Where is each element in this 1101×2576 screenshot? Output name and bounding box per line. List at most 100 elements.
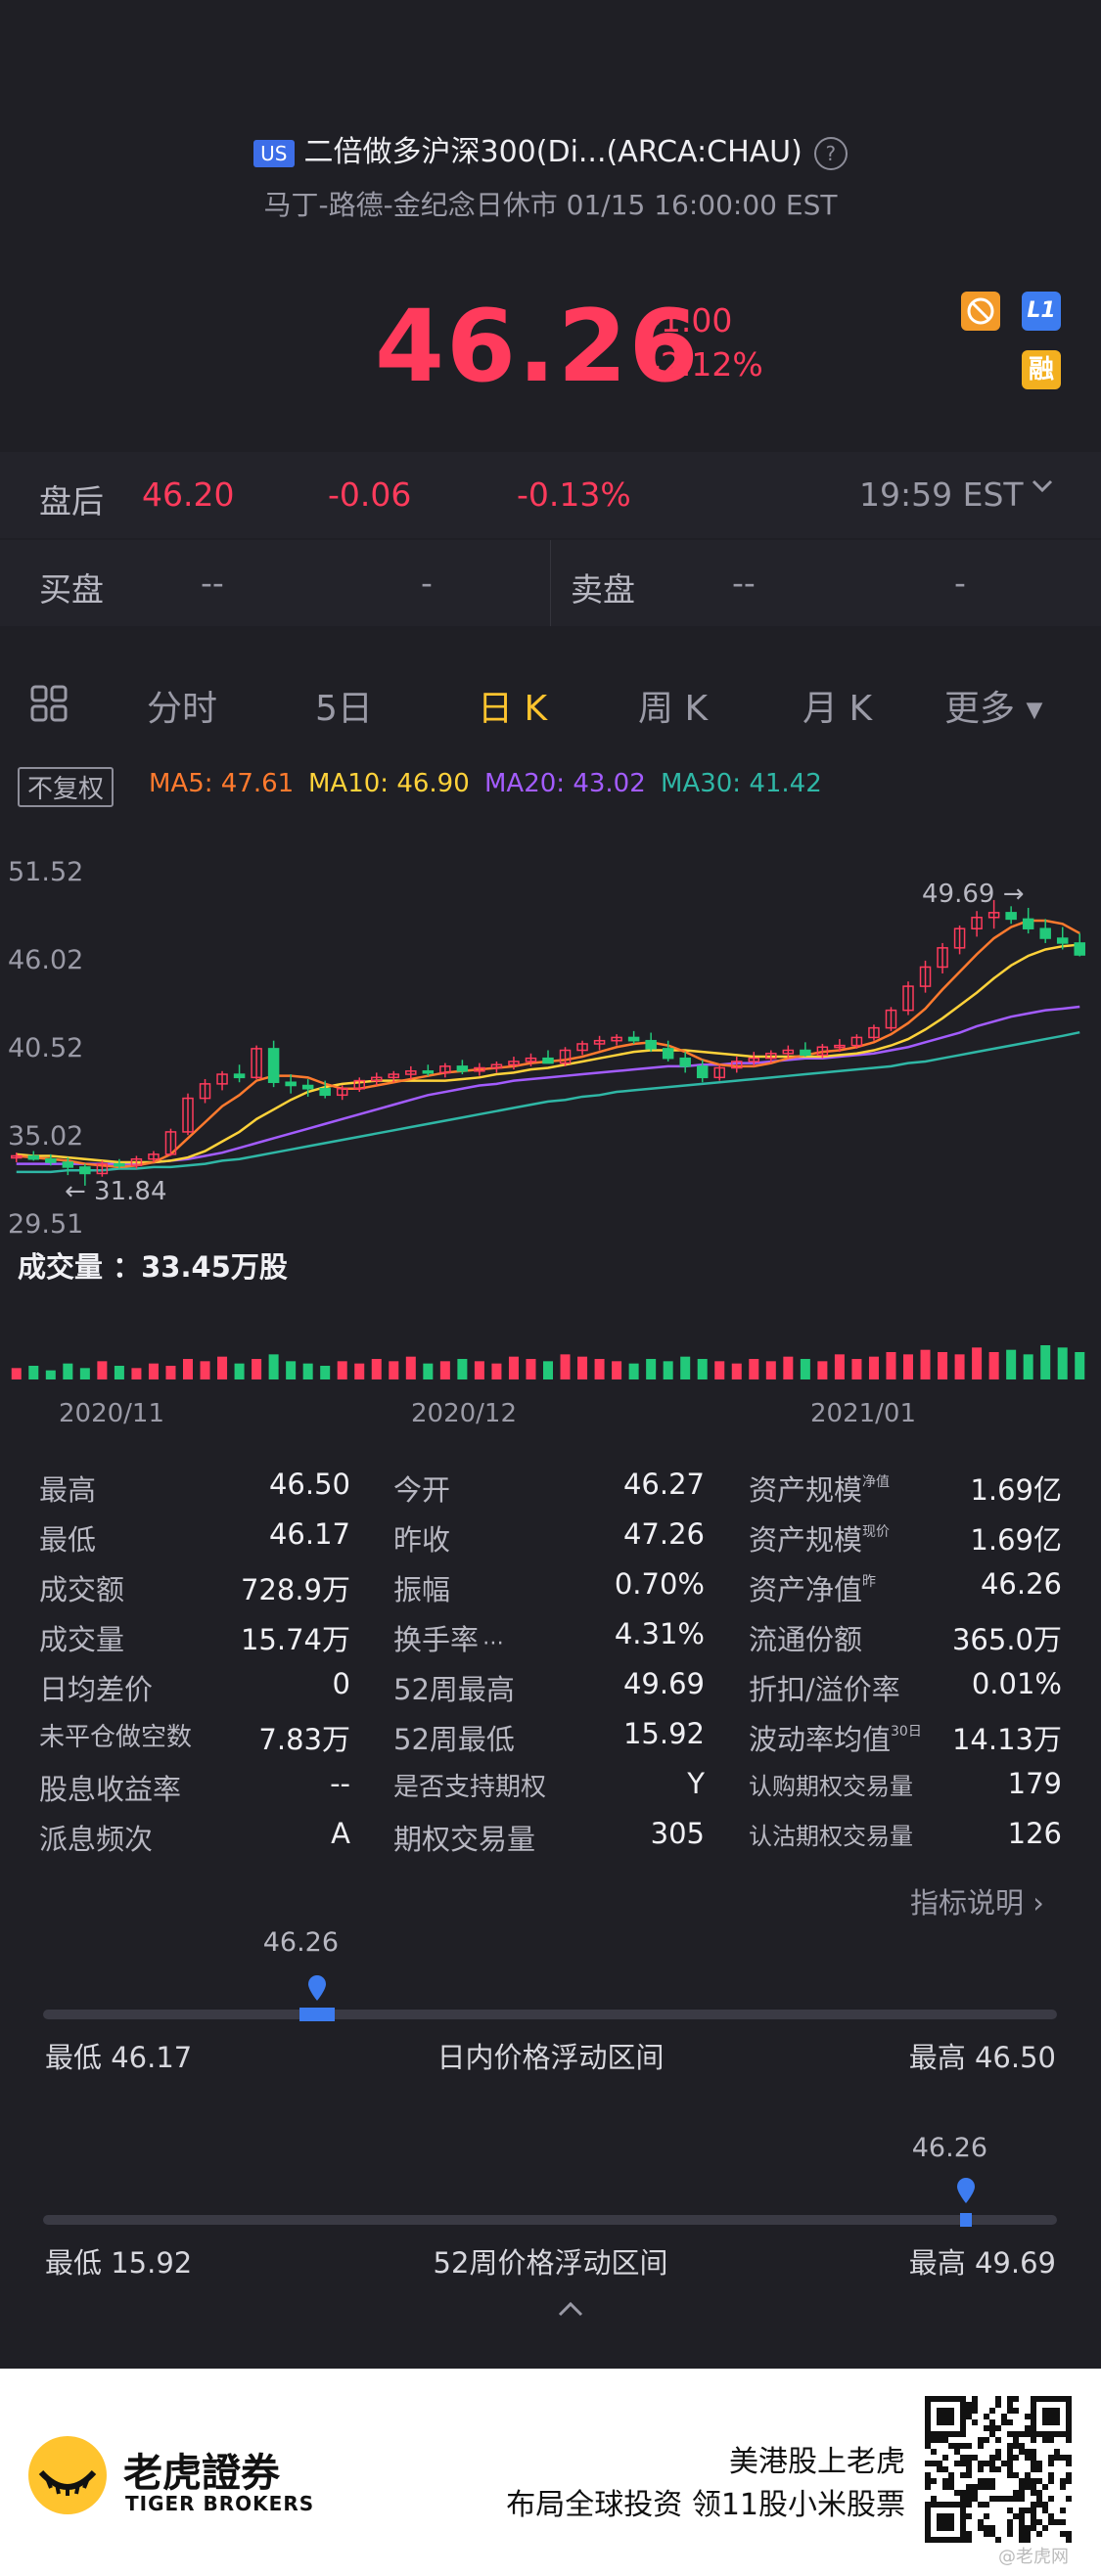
volume-bar [28, 1366, 39, 1379]
chevron-right-icon: › [1032, 1886, 1044, 1920]
candle-body [542, 1057, 554, 1064]
stat-label-text: 派息频次 [39, 1823, 154, 1856]
volume-bar [63, 1363, 73, 1379]
tab-monthly-k[interactable]: 月 K [803, 689, 873, 729]
chevron-down-icon[interactable] [1028, 470, 1057, 508]
stat-label-text: 日均差价 [39, 1673, 154, 1706]
price-change-pct: -2.12% [649, 345, 763, 384]
stat-value: 15.74万 [240, 1623, 350, 1656]
indicator-help-link[interactable]: 指标说明 › [910, 1880, 1044, 1921]
help-icon[interactable]: ? [813, 136, 848, 170]
week52-range-track [43, 2215, 1057, 2225]
volume-bar [1006, 1349, 1017, 1379]
tab-5day[interactable]: 5日 [315, 689, 373, 729]
volume-bar [783, 1356, 794, 1379]
volume-bar [560, 1354, 571, 1379]
candle-body [1039, 927, 1051, 939]
stat-label: 期权交易量 [393, 1817, 535, 1858]
slogan-1: 美港股上老虎 [729, 2445, 905, 2479]
candle-body [79, 1166, 91, 1175]
volume-bar [988, 1352, 999, 1379]
volume-bar [834, 1354, 845, 1379]
stat-superscript: 30日 [891, 1724, 922, 1740]
candle-body [1074, 942, 1085, 956]
grid-icon[interactable] [29, 684, 69, 732]
stat-value: 0.01% [971, 1667, 1062, 1700]
tab-more-label: 更多 [944, 689, 1016, 729]
ask-label: 卖盘 [571, 570, 635, 609]
volume-bar [405, 1356, 416, 1379]
volume-bar [612, 1361, 622, 1379]
candle-body [1056, 937, 1069, 944]
volume-bar [972, 1347, 983, 1379]
after-hours-row[interactable]: 盘后 46.20 -0.06 -0.13% 19:59 EST [0, 452, 1101, 538]
volume-bar [577, 1356, 588, 1379]
stat-label-text: 今开 [393, 1473, 451, 1507]
day-range-track [43, 2010, 1057, 2019]
volume-bar [903, 1354, 913, 1379]
candle-body [713, 1066, 725, 1079]
tab-daily-k[interactable]: 日 K [478, 689, 548, 729]
candle-body [627, 1036, 640, 1042]
volume-bar [491, 1363, 502, 1379]
tiger-logo-icon [25, 2433, 110, 2521]
volume-bar [731, 1363, 742, 1379]
stat-label: 资产规模现价 [749, 1517, 890, 1559]
qr-code-icon [925, 2396, 1072, 2547]
candle-body [919, 966, 932, 987]
candle-body [559, 1049, 572, 1064]
candle-body [834, 1044, 846, 1049]
x-tick-label: 2020/12 [411, 1399, 517, 1428]
stat-label-text: 52周最高 [393, 1673, 515, 1706]
volume-bar [749, 1359, 759, 1379]
tab-more[interactable]: 更多 ▼ [944, 680, 1042, 731]
volume-bar [817, 1361, 828, 1379]
candle-body [902, 985, 914, 1012]
stat-label: 派息频次 [39, 1817, 153, 1858]
volume-bar [11, 1368, 22, 1379]
week52-range-low: 最低 15.92 [45, 2246, 193, 2280]
candle-body [593, 1039, 606, 1045]
after-hours-change: -0.06 [328, 475, 412, 514]
candle-body [765, 1053, 777, 1060]
adjust-toggle[interactable]: 不复权 [18, 767, 115, 807]
kline-chart[interactable]: 51.52 46.02 40.52 35.02 29.51 49.69 → ← 31.84 2… [0, 832, 1101, 1438]
volume-bar [389, 1361, 399, 1379]
level1-badge[interactable]: L1 [1022, 292, 1061, 331]
footer-ad[interactable]: 老虎證券 TIGER BROKERS 美港股上老虎 布局全球投资 领11股小米股… [0, 2369, 1101, 2576]
volume-bar [697, 1359, 708, 1379]
stat-label-text: 成交额 [39, 1573, 125, 1606]
stat-value: 126 [1007, 1817, 1062, 1850]
week52-range-high: 最高 49.69 [908, 2246, 1056, 2280]
volume-bar [337, 1361, 347, 1379]
stock-title: 二倍做多沪深300(Di...(ARCA:CHAU) [303, 135, 803, 169]
volume-bar [1057, 1347, 1068, 1379]
margin-badge[interactable]: 融 [1022, 350, 1061, 389]
day-range-high: 最高 46.50 [908, 2041, 1056, 2074]
candle-body [216, 1073, 228, 1085]
candle-body [525, 1057, 537, 1062]
volume-bar [920, 1349, 931, 1379]
stat-label: 资产净值昨 [749, 1567, 876, 1608]
candle-body [800, 1049, 811, 1057]
x-tick-label: 2020/11 [59, 1399, 164, 1428]
stat-value: 179 [1007, 1767, 1062, 1800]
volume-bar [508, 1356, 519, 1379]
tab-weekly-k[interactable]: 周 K [638, 689, 709, 729]
stat-label-text: 流通份额 [749, 1623, 863, 1656]
stat-label: 今开 [393, 1468, 450, 1509]
high-marker: 49.69 → [922, 880, 1024, 909]
info-icon[interactable]: ⋯ [482, 1631, 505, 1655]
chevron-up-icon[interactable] [554, 2297, 587, 2325]
tab-intraday[interactable]: 分时 [147, 689, 218, 729]
volume-bar [79, 1368, 90, 1379]
no-short-icon[interactable] [961, 292, 1000, 331]
volume-bar [543, 1361, 553, 1379]
volume-bar [165, 1366, 176, 1379]
y-tick-label: 46.02 [8, 945, 83, 975]
stat-label: 未平仓做空数 [39, 1717, 192, 1753]
after-hours-change-pct: -0.13% [517, 475, 631, 514]
week52-range-marker [959, 2213, 972, 2227]
stat-value: 7.83万 [258, 1723, 350, 1756]
candle-body [301, 1084, 314, 1090]
